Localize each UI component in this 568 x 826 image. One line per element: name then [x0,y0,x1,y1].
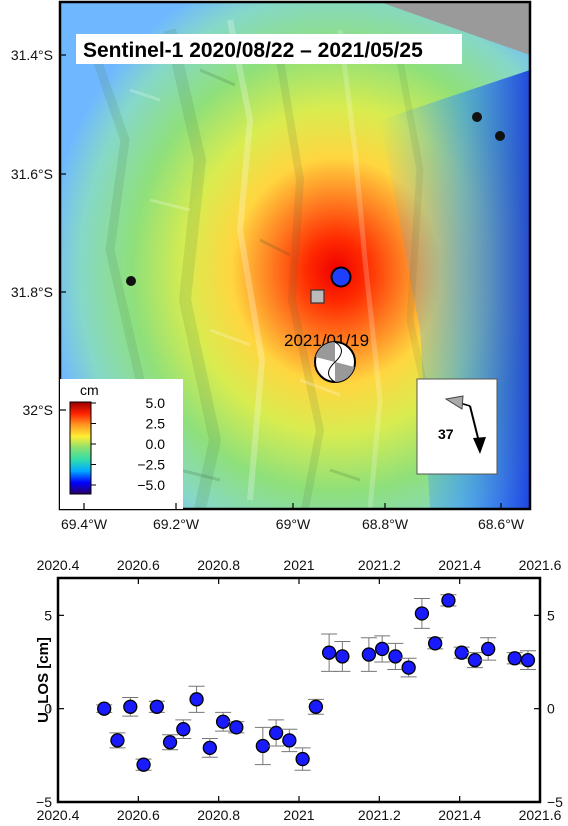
top-x-tick-label: 2021.2 [358,557,401,573]
timeseries-points [96,593,536,772]
data-point [520,652,536,668]
colorbar-tick-label: 5.0 [146,395,166,411]
event-date-label: 2021/01/19 [284,331,369,350]
data-point [507,651,522,666]
data-point [414,606,430,621]
data-point [295,751,310,767]
data-point [268,725,284,741]
colorbar-tick-label: −2.5 [137,457,165,473]
x-tick-label: 2020.8 [197,807,240,823]
data-point [202,740,217,756]
x-tick-label: 2021.6 [519,807,562,823]
map-frame [58,0,532,511]
terrain-relief [85,19,444,509]
x-tick-label: 2021.2 [358,807,401,823]
data-point [189,692,204,707]
heading-label: 37 [438,426,454,442]
map-title: Sentinel-1 2020/08/22 – 2021/05/25 [83,39,423,62]
top-x-tick-label: 2021.4 [438,557,481,573]
lat-tick-label: 31.6°S [11,166,53,182]
top-x-tick-label: 2020.8 [197,557,240,573]
lon-tick-label: 69.4°W [61,516,108,532]
data-point [123,699,138,714]
x-tick-label: 2021.4 [438,807,481,823]
data-point [308,699,324,714]
lon-tick-label: 69.2°W [153,516,200,532]
right-y-tick-label: 5 [547,607,555,623]
data-point [454,645,469,660]
right-y-tick-label: 0 [547,701,555,717]
data-point [481,641,496,657]
x-tick-label: 2021 [283,807,314,823]
colorbar-tick-label: 2.5 [146,416,166,432]
station-marker [472,112,482,122]
top-x-tick-label: 2020.6 [117,557,160,573]
timeseries-axes: 2020.4 2020.6 2020.8 2021 2021.2 2021.4 2021.6… [36,557,563,823]
gps-site-square [310,289,325,304]
top-x-tick-label: 2021 [283,557,314,573]
colorbar-tick-label: 0.0 [146,436,166,452]
top-x-tick-label: 2020.4 [37,557,80,573]
data-point [321,645,337,660]
y-axis-label: U_LOS [cm] [35,637,52,723]
lon-tick-label: 68.8°W [362,516,409,532]
colorbar [69,401,92,495]
data-point [97,701,112,716]
map-title-box [76,34,462,64]
lat-tick-label: 32°S [22,402,53,418]
map-panel: Sentinel-1 2020/08/22 – 2021/05/25 2021/… [11,0,532,532]
timeseries-panel: U_LOS [cm] 2020.4 2020.6 2020.8 2021 2021.2 2… [35,557,563,823]
map-lat-ticks: 31.4°S 31.6°S 31.8°S 32°S [11,47,66,418]
data-point [428,636,443,651]
data-point [374,641,390,657]
data-point [149,699,164,714]
lat-tick-label: 31.8°S [11,284,53,300]
data-point [401,660,416,675]
data-point [162,735,178,750]
data-point [361,647,377,662]
deformation-field [60,2,530,509]
timeseries-frame [56,576,542,804]
colorbar-panel: cm 5.0 2.5 0.0 −2.5 −5.0 [60,379,183,509]
colorbar-unit: cm [80,382,99,398]
epicenter-marker [330,266,352,288]
data-point [255,738,271,754]
data-point [176,722,191,737]
station-marker [126,276,136,286]
data-point [467,652,483,668]
flight-direction-arrow-icon [473,437,486,454]
lon-tick-label: 69°W [276,516,311,532]
data-point [282,733,297,748]
x-tick-label: 2020.6 [117,807,160,823]
data-point [335,649,350,664]
map-lon-ticks: 69.4°W 69.2°W 69°W 68.8°W 68.6°W [61,503,525,532]
y-tick-label: 0 [44,701,52,717]
y-tick-label: 5 [44,607,52,623]
colorbar-tick-label: −5.0 [137,477,165,493]
look-direction-arrow-icon [444,395,464,410]
data-point [110,733,125,748]
lon-tick-label: 68.6°W [478,516,525,532]
data-point [136,757,151,772]
data-point [229,720,244,735]
top-x-tick-label: 2021.6 [519,557,562,573]
y-tick-label: −5 [36,794,52,810]
focal-mechanism-icon [314,341,356,383]
data-point [215,714,231,729]
data-point [388,649,403,664]
x-tick-label: 2020.4 [37,807,80,823]
station-marker [495,131,505,141]
data-point [441,593,456,608]
lat-tick-label: 31.4°S [11,47,53,63]
right-y-tick-label: −5 [547,794,563,810]
satellite-heading-panel: 37 [416,378,498,475]
